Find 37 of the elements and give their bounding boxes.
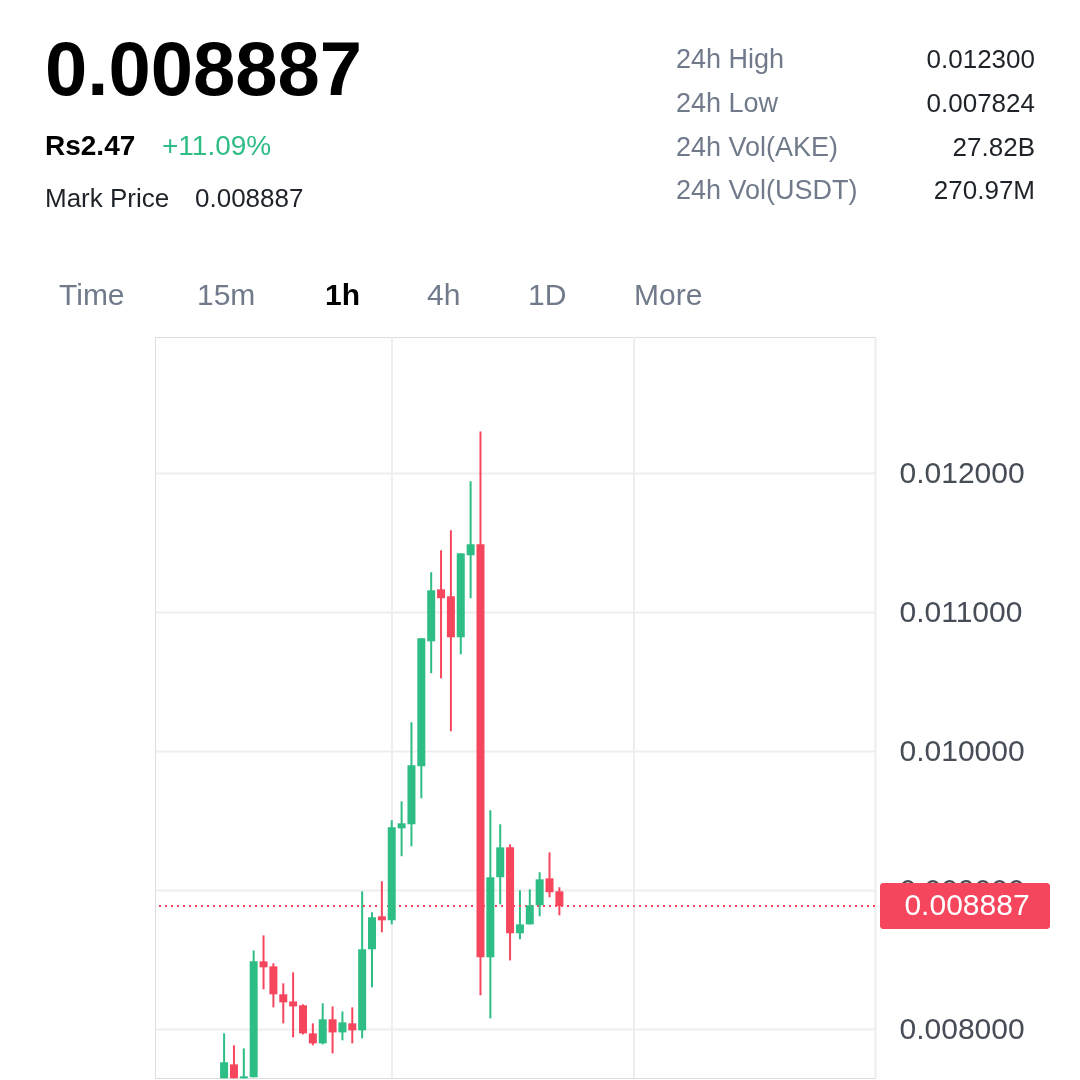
text: 1h [325,278,361,311]
text: Rs2.47 [45,130,136,161]
text: 24h High [676,44,785,74]
text: 24h Vol(AKE) [676,132,839,162]
candlestick [229,1044,238,1080]
candlestick [239,1047,248,1080]
text: 24h Vol(USDT) [676,175,858,205]
text: 0.008887 [45,26,362,111]
candlestick [525,888,534,926]
y-tick-label: 0.011000 [899,594,1023,628]
text: More [634,278,703,311]
candlestick [220,1032,229,1080]
text: 4h [427,278,461,311]
y-tick-label: 0.008000 [899,1011,1025,1045]
candlestick [515,889,524,941]
candlestick [338,1010,347,1042]
y-tick-label: 0.010000 [899,733,1025,767]
candlestick [348,1006,357,1045]
text: 24h Low [676,88,779,118]
text: 1D [528,278,567,311]
candlestick [279,982,288,1025]
text: 0.008887 [195,183,304,213]
text: 0.012300 [926,44,1035,74]
text: +11.09% [162,130,272,161]
text: Mark Price [45,183,170,213]
ref-line-label: 0.008887 [904,888,1030,922]
text: 0.007824 [926,88,1035,118]
candlestick [308,1022,317,1047]
text: 27.82B [952,132,1035,162]
y-tick-label: 0.012000 [899,455,1025,489]
candlestick [437,549,446,680]
text: 270.97M [933,175,1035,205]
candlestick [328,1005,337,1055]
candlestick [289,971,298,1039]
text: 15m [197,278,256,311]
text: Time [59,278,125,311]
candlestick [466,480,475,600]
